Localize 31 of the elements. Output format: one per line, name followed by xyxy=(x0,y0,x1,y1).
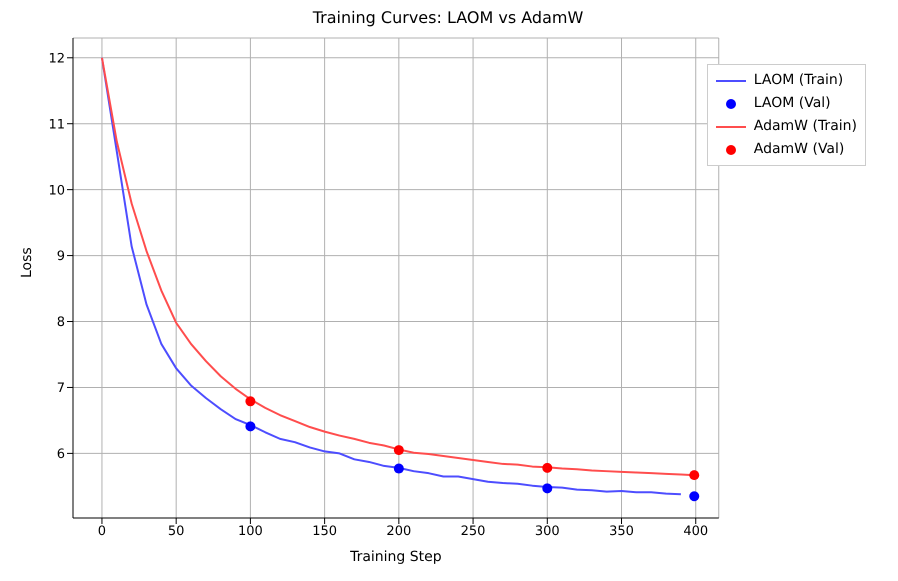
legend-label: AdamW (Train) xyxy=(754,117,857,136)
x-tick-label: 0 xyxy=(98,524,106,540)
legend-label: LAOM (Val) xyxy=(754,94,831,113)
x-tick-label: 400 xyxy=(683,524,708,540)
y-tick-label: 8 xyxy=(56,315,65,330)
y-tick-label: 12 xyxy=(48,51,65,66)
y-tick-label: 10 xyxy=(48,183,65,198)
y-tick-label: 6 xyxy=(56,447,65,462)
x-tick-label: 200 xyxy=(386,524,412,540)
x-tick-label: 50 xyxy=(168,524,184,540)
legend-label: LAOM (Train) xyxy=(754,71,844,90)
point xyxy=(542,483,552,494)
x-tick-label: 150 xyxy=(312,524,338,540)
y-tick-label: 9 xyxy=(56,249,65,264)
point xyxy=(689,491,700,502)
x-tick-label: 100 xyxy=(238,524,263,540)
point xyxy=(689,470,700,480)
x-tick-label: 350 xyxy=(609,524,634,540)
y-axis-title: Loss xyxy=(18,247,35,278)
chart-title: Training Curves: LAOM vs AdamW xyxy=(312,8,584,29)
point xyxy=(542,462,552,473)
legend-label: AdamW (Val) xyxy=(754,140,844,159)
point xyxy=(245,421,256,432)
y-tick-label: 7 xyxy=(56,381,65,396)
point xyxy=(245,396,256,406)
point xyxy=(394,445,404,456)
y-tick-label: 11 xyxy=(48,117,65,132)
x-tick-label: 300 xyxy=(534,524,560,540)
x-axis-title: Training Step xyxy=(349,549,442,565)
point xyxy=(394,464,404,474)
x-tick-label: 250 xyxy=(460,524,486,540)
